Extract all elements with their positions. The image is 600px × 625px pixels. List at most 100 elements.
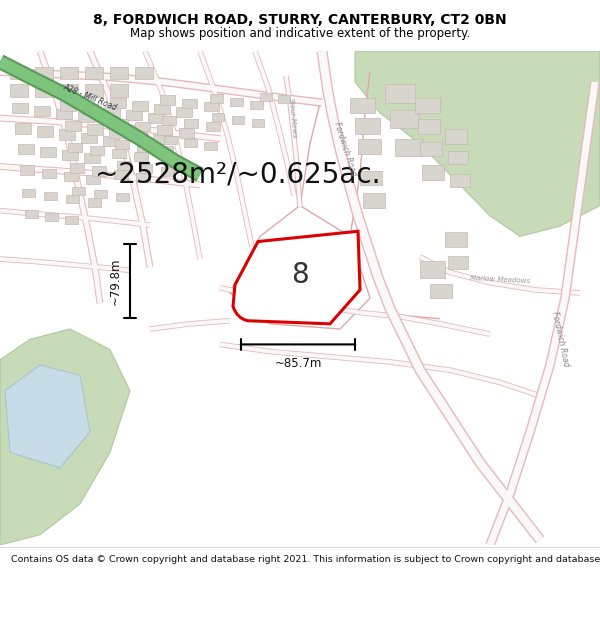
Bar [92,166,106,176]
Bar [135,122,150,131]
Polygon shape [355,51,600,236]
Text: Stour-Mews: Stour-Mews [288,98,298,139]
Bar [212,113,224,121]
Bar [134,152,148,161]
Bar [153,134,169,144]
Bar [85,84,103,96]
Bar [109,127,125,138]
Bar [35,84,53,96]
Bar [18,144,34,154]
Bar [84,153,100,163]
Bar [40,147,56,158]
Bar [25,209,38,218]
Polygon shape [0,329,130,545]
Bar [415,98,440,113]
Bar [179,128,194,138]
Bar [68,142,82,152]
Bar [85,67,103,79]
Bar [82,104,98,114]
Bar [45,213,58,221]
Bar [360,171,382,185]
Bar [206,122,220,131]
Bar [148,113,164,123]
Bar [65,216,78,224]
Bar [110,98,126,108]
Text: ~79.8m: ~79.8m [109,258,122,305]
Text: 8: 8 [291,261,309,289]
Bar [164,136,177,144]
Bar [12,102,28,113]
Bar [64,172,78,181]
Bar [117,161,130,169]
Bar [88,198,101,207]
Bar [65,121,81,131]
Bar [157,125,172,134]
Bar [110,67,128,79]
Bar [86,174,100,184]
Bar [94,190,107,198]
Bar [70,163,84,172]
Bar [250,101,263,109]
Bar [72,187,85,195]
Bar [62,150,78,160]
Bar [230,98,243,106]
Polygon shape [5,365,90,468]
Bar [204,102,219,111]
Bar [182,99,197,108]
Text: Fordwich Road: Fordwich Road [332,121,358,177]
Bar [110,84,128,96]
Bar [60,67,78,79]
Bar [445,232,467,247]
Bar [418,119,440,134]
Text: Contains OS data © Crown copyright and database right 2021. This information is : Contains OS data © Crown copyright and d… [11,554,600,564]
Bar [42,169,56,177]
Bar [15,123,31,134]
Bar [422,166,444,180]
Bar [450,174,470,187]
Bar [184,119,198,128]
Bar [159,146,173,155]
Bar [104,107,120,117]
Bar [390,110,418,128]
Bar [22,189,35,198]
Text: ~85.7m: ~85.7m [274,357,322,370]
Bar [278,96,290,102]
Text: A28 - Mill Road: A28 - Mill Road [62,82,118,112]
Bar [37,126,53,137]
Bar [139,164,152,172]
PathPatch shape [233,231,360,324]
Text: Marlow Meadows: Marlow Meadows [470,275,530,284]
Bar [358,139,381,154]
Bar [232,116,244,124]
Bar [35,67,53,79]
Bar [430,284,452,298]
Bar [395,139,423,156]
Bar [114,169,128,179]
Bar [132,101,148,111]
Text: Map shows position and indicative extent of the property.: Map shows position and indicative extent… [130,27,470,40]
Text: 8, FORDWICH ROAD, STURRY, CANTERBURY, CT2 0BN: 8, FORDWICH ROAD, STURRY, CANTERBURY, CT… [93,12,507,27]
Bar [363,193,385,208]
Bar [115,140,129,149]
Bar [59,129,75,140]
Bar [10,67,28,79]
Bar [137,142,151,152]
Bar [448,151,468,164]
Bar [350,98,375,113]
Bar [131,131,147,141]
Bar [113,119,128,128]
Bar [445,129,467,144]
Bar [385,84,415,102]
Bar [162,116,176,125]
Bar [60,101,76,111]
Bar [78,112,94,123]
Bar [210,94,223,102]
Bar [66,195,79,204]
Bar [154,104,170,114]
Bar [204,142,217,150]
Bar [135,67,153,79]
Bar [20,166,34,174]
Bar [81,132,97,142]
Bar [103,136,119,146]
Bar [420,261,445,278]
